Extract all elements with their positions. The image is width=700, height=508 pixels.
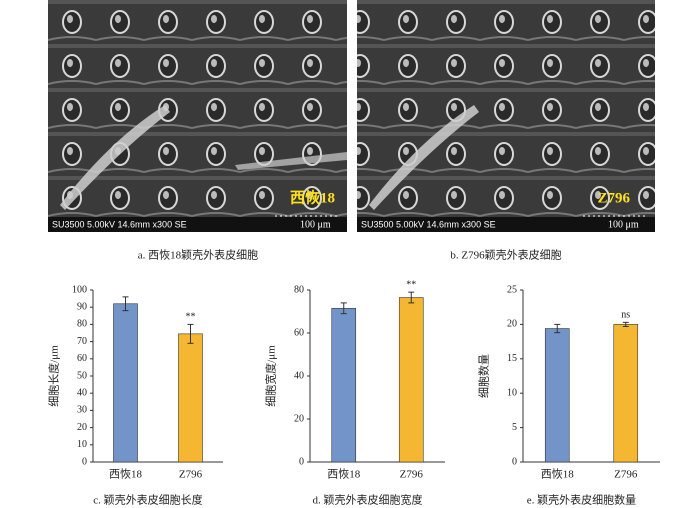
- x-tick-label: 西恢18: [541, 468, 574, 481]
- sem-image-b: SU3500 5.00kV 14.6mm x300 SE 100 μm Z796: [357, 0, 655, 232]
- bar: [544, 328, 570, 463]
- y-tick-label: 80: [77, 319, 87, 330]
- caption: d. 颖壳外表皮细胞宽度: [313, 493, 423, 507]
- y-tick-label: 60: [294, 327, 304, 338]
- image-label: Z796: [597, 190, 630, 206]
- y-tick-label: 0: [299, 456, 304, 467]
- y-tick-label: 70: [77, 336, 87, 347]
- y-tick-label: 100: [72, 284, 87, 295]
- y-tick-label: 20: [294, 413, 304, 424]
- x-tick-label: 西恢18: [109, 468, 142, 481]
- y-tick-label: 30: [77, 405, 87, 416]
- bar: [398, 297, 424, 463]
- significance: **: [406, 279, 416, 290]
- y-tick-label: 10: [507, 387, 517, 398]
- scale-bar: 100 μm: [608, 219, 639, 230]
- x-tick-label: Z796: [400, 469, 424, 481]
- caption: e. 颖壳外表皮细胞数量: [527, 493, 636, 507]
- bar: [113, 303, 138, 463]
- y-tick-label: 50: [77, 370, 87, 381]
- y-tick-label: 10: [77, 439, 87, 450]
- significance: ns: [621, 310, 630, 321]
- caption: c. 颖壳外表皮细胞长度: [93, 493, 202, 507]
- scale-info: SU3500 5.00kV 14.6mm x300 SE: [52, 219, 187, 229]
- y-tick-label: 25: [507, 284, 517, 295]
- scale-bar: 100 μm: [300, 219, 331, 230]
- scale-info: SU3500 5.00kV 14.6mm x300 SE: [361, 219, 496, 229]
- y-axis-label: 细胞宽度/μm: [264, 345, 278, 407]
- caption: a. 西恢18颖壳外表皮细胞: [138, 248, 258, 262]
- y-tick-label: 0: [82, 456, 87, 467]
- bar: [178, 333, 203, 463]
- y-tick-label: 0: [512, 456, 517, 467]
- y-tick-label: 20: [507, 319, 517, 330]
- significance: **: [186, 312, 196, 323]
- image-label: 西恢18: [290, 188, 335, 206]
- bar: [331, 307, 357, 463]
- y-axis-label: 细胞长度/μm: [47, 345, 61, 407]
- y-tick-label: 5: [512, 422, 517, 433]
- x-tick-label: Z796: [614, 469, 638, 481]
- sem-image-a: SU3500 5.00kV 14.6mm x300 SE 100 μm 西恢18: [48, 0, 347, 232]
- y-tick-label: 80: [294, 284, 304, 295]
- x-tick-label: 西恢18: [327, 468, 360, 481]
- y-tick-label: 90: [77, 301, 87, 312]
- bar: [613, 324, 639, 463]
- y-tick-label: 60: [77, 353, 87, 364]
- y-axis-label: 细胞数量: [478, 354, 491, 398]
- y-tick-label: 20: [77, 422, 87, 433]
- x-tick-label: Z796: [179, 469, 203, 481]
- y-tick-label: 40: [77, 387, 87, 398]
- y-tick-label: 15: [507, 353, 517, 364]
- caption: b. Z796颖壳外表皮细胞: [450, 248, 561, 262]
- y-tick-label: 40: [294, 370, 304, 381]
